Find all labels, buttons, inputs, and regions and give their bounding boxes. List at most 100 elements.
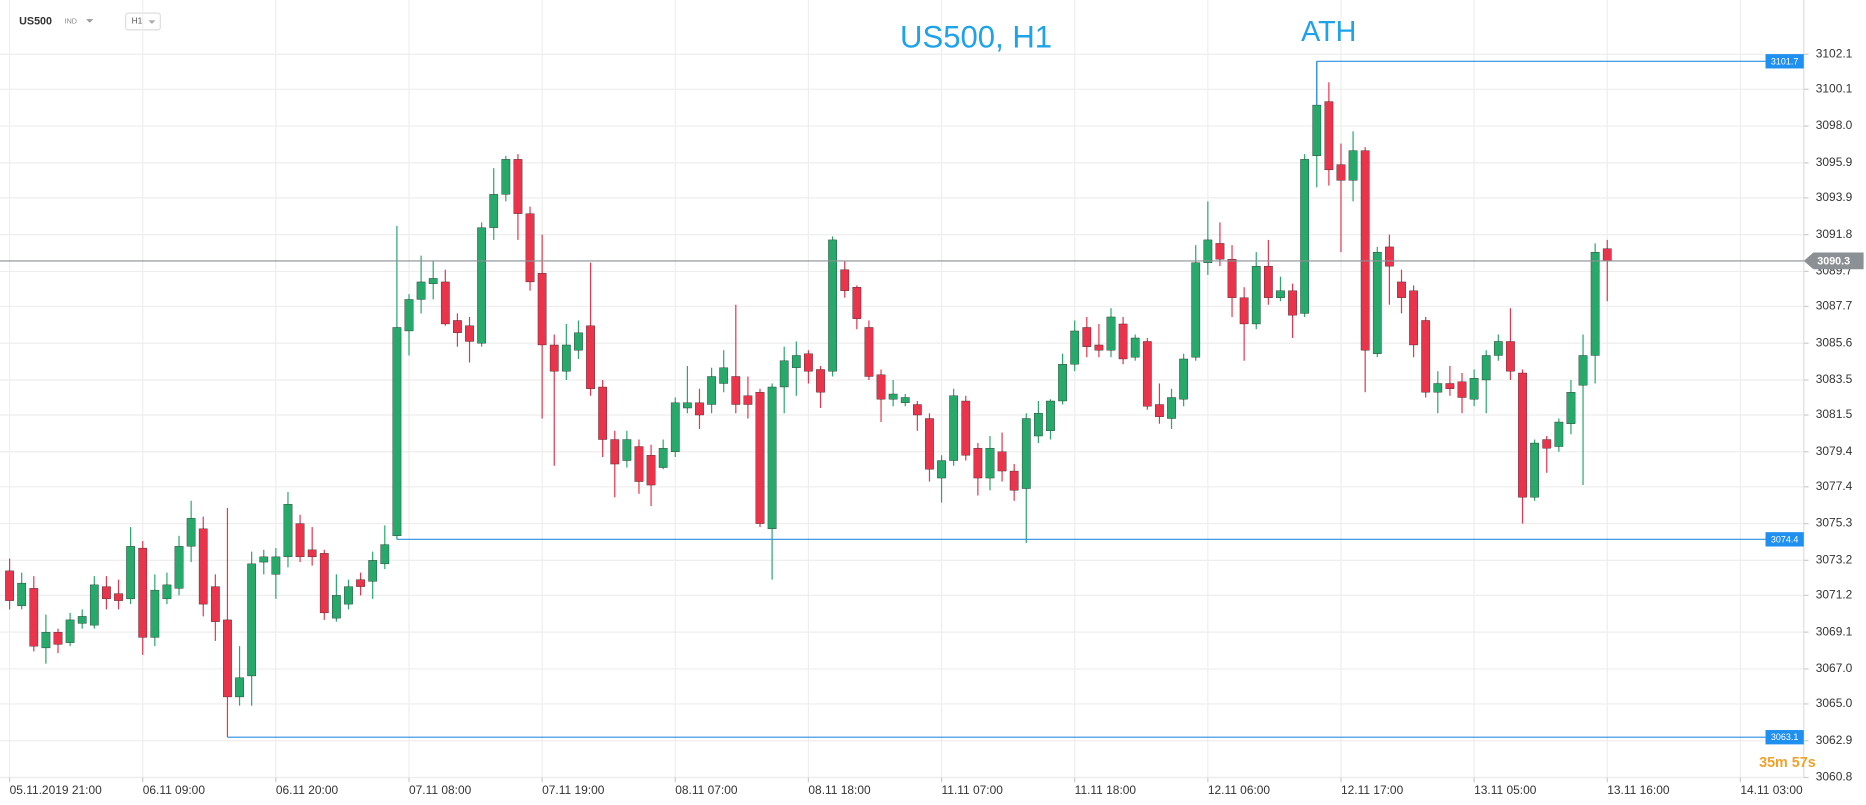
y-tick-label: 3098.0	[1816, 118, 1853, 132]
candle-body	[198, 528, 208, 605]
candle-body	[440, 281, 450, 325]
candle-body	[997, 451, 1007, 472]
x-tick-label: 07.11 19:00	[542, 783, 605, 797]
x-tick-label: 12.11 17:00	[1341, 783, 1404, 797]
y-tick-label: 3077.4	[1816, 479, 1853, 493]
candle-body	[646, 455, 656, 486]
candle-body	[525, 213, 535, 283]
candle-body	[537, 272, 547, 346]
candle-body	[1227, 258, 1237, 298]
y-tick-label: 3079.4	[1816, 444, 1853, 458]
dropdown-arrow[interactable]	[148, 20, 156, 24]
candle-body	[900, 397, 910, 403]
candle-body	[1457, 381, 1467, 398]
candle-body	[1324, 101, 1334, 171]
candle-body	[816, 369, 825, 393]
candle-body	[767, 386, 777, 530]
timeframe[interactable]: H1	[132, 16, 143, 26]
candle-body	[622, 439, 632, 461]
candle-body	[1481, 355, 1491, 381]
y-tick-label: 3060.8	[1816, 770, 1853, 784]
candle-body	[1155, 404, 1164, 417]
candle-body	[707, 376, 716, 405]
candle-body	[1046, 400, 1055, 431]
candle-body	[1191, 262, 1201, 358]
candle-body	[1288, 290, 1297, 316]
candle-body	[477, 227, 486, 344]
x-tick-label: 14.11 03:00	[1740, 783, 1803, 797]
candle-body	[283, 504, 293, 558]
dropdown-arrow[interactable]	[86, 19, 94, 23]
candle-body	[561, 344, 571, 372]
y-tick-label: 3071.2	[1816, 588, 1853, 602]
candle-body	[1385, 246, 1394, 267]
candle-body	[174, 546, 184, 589]
candle-body	[1445, 383, 1455, 389]
symbol[interactable]: US500	[19, 15, 52, 27]
candle-body	[17, 582, 27, 607]
candle-body	[670, 402, 680, 452]
y-tick-label: 3062.9	[1816, 733, 1853, 747]
last-price-label: 3090.3	[1817, 255, 1850, 267]
candle-body	[453, 320, 462, 333]
candle-body	[271, 556, 281, 575]
candle-body	[114, 593, 123, 601]
plot: 3101.7 3074.4 3063.1 3090.3	[0, 54, 1864, 745]
x-tick-label: 05.11.2019 21:00	[10, 783, 103, 797]
candle-body	[489, 194, 499, 228]
candle-body	[53, 631, 63, 645]
candle-body	[392, 327, 402, 537]
candle-body	[1578, 355, 1588, 386]
candle-body	[876, 374, 886, 400]
candle-body	[1566, 392, 1576, 424]
candle-body	[804, 353, 813, 372]
y-tick-label: 3100.1	[1816, 81, 1853, 95]
candle-body	[501, 159, 511, 195]
level-label: 3063.1	[1771, 732, 1798, 742]
y-tick-label: 3081.5	[1816, 407, 1853, 421]
level-box	[1765, 54, 1804, 69]
candle-body	[864, 327, 874, 377]
y-tick-label: 3069.1	[1816, 624, 1853, 638]
candle-body	[658, 448, 668, 468]
candle-body	[1263, 265, 1273, 298]
candle-body	[465, 325, 474, 342]
candle-body	[223, 619, 232, 698]
y-tick-label: 3083.5	[1816, 372, 1853, 386]
candle-body	[1094, 344, 1104, 351]
candle-body	[77, 616, 87, 624]
candle-body	[1506, 341, 1515, 372]
candle-body	[428, 278, 438, 284]
candle-body	[186, 518, 196, 547]
candle-body	[356, 579, 365, 587]
y-tick-label: 3091.8	[1816, 227, 1853, 241]
candle-body	[828, 239, 837, 372]
x-tick-label: 08.11 07:00	[675, 783, 738, 797]
candle-body	[549, 344, 559, 372]
candle-body	[5, 570, 14, 601]
candle-body	[138, 547, 148, 638]
candle-body	[1433, 383, 1443, 393]
candle-body	[1142, 341, 1152, 407]
countdown: 35m 57s	[1759, 755, 1816, 771]
x-tick-label: 12.11 06:00	[1208, 783, 1271, 797]
candle-body	[731, 376, 741, 405]
candle-body	[513, 159, 523, 214]
candle-body	[1203, 239, 1213, 263]
candle-body	[961, 400, 971, 456]
candle-body	[937, 460, 946, 479]
candle-body	[634, 446, 644, 482]
candle-body	[259, 556, 269, 563]
level-box	[1765, 532, 1804, 547]
candle-body	[1493, 341, 1503, 356]
candle-body	[719, 367, 729, 384]
candle-body	[1034, 413, 1043, 437]
candle-body	[1602, 248, 1612, 262]
candle-body	[1312, 104, 1322, 157]
candle-body	[743, 395, 753, 405]
candle-body	[1397, 281, 1406, 298]
candle-body	[1469, 378, 1479, 400]
candle-body	[368, 560, 378, 582]
